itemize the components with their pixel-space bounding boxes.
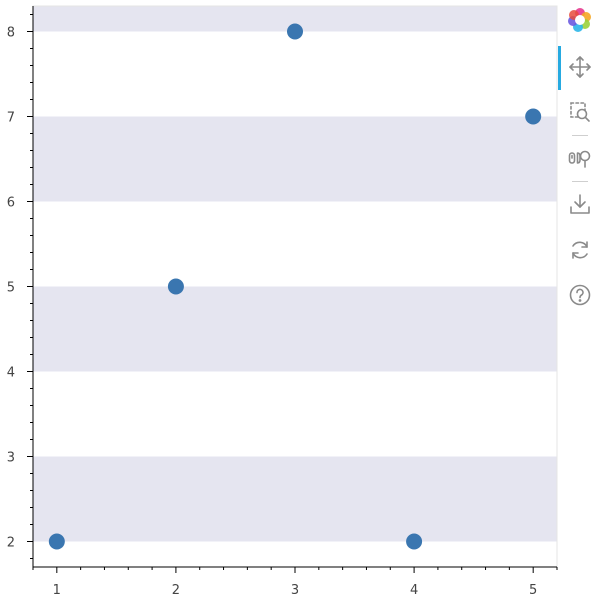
x-tick-label: 4 [410, 583, 418, 598]
y-tick-label: 8 [7, 26, 15, 41]
toolbar-separator [572, 181, 588, 182]
wheel-zoom-icon[interactable] [568, 146, 592, 170]
reset-icon[interactable] [568, 238, 592, 262]
x-tick-label: 2 [172, 583, 180, 598]
y-tick-label: 3 [7, 451, 15, 466]
bokeh-logo-icon[interactable] [568, 8, 592, 32]
y-tick-label: 4 [7, 366, 15, 381]
data-point [525, 108, 542, 125]
band [33, 286, 557, 372]
data-points [48, 23, 542, 550]
pan-icon[interactable] [568, 55, 592, 79]
scatter-plot[interactable]: 2 3 4 5 6 7 8 1 2 3 4 5 [0, 0, 558, 600]
x-tick-label: 3 [291, 583, 299, 598]
data-point [167, 278, 184, 295]
active-tool-indicator [558, 46, 561, 90]
x-tick-label: 5 [529, 583, 537, 598]
data-point [287, 23, 303, 40]
y-tick-label: 2 [7, 536, 15, 551]
save-icon[interactable] [568, 192, 592, 216]
band [33, 116, 557, 202]
data-point [406, 533, 423, 550]
band-layer [33, 6, 557, 542]
toolbar-separator [572, 135, 588, 136]
data-point [48, 533, 65, 550]
y-tick-label: 5 [7, 281, 15, 296]
axes: 2 3 4 5 6 7 8 1 2 3 4 5 [7, 5, 558, 598]
x-tick-label: 1 [53, 583, 61, 598]
box-zoom-icon[interactable] [568, 100, 592, 124]
y-tick-label: 7 [7, 111, 15, 126]
band [33, 456, 557, 542]
help-icon[interactable] [568, 283, 592, 307]
toolbar [558, 0, 600, 600]
y-tick-label: 6 [7, 196, 15, 211]
